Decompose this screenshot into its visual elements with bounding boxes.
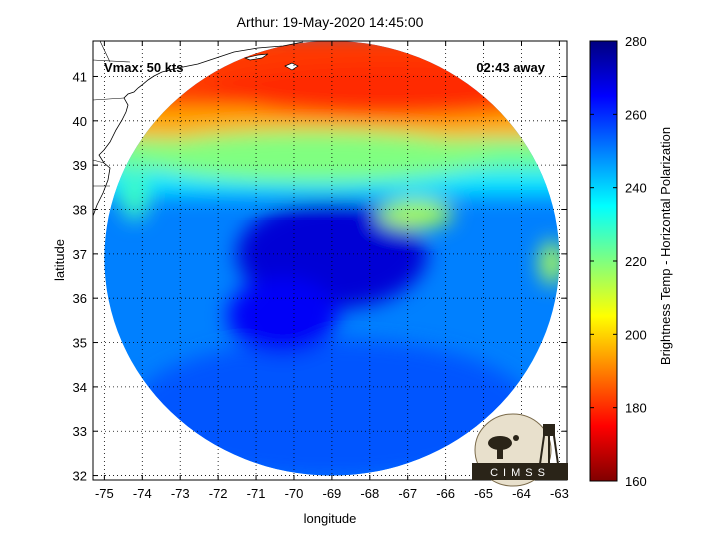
coastline-path <box>93 41 304 217</box>
y-tick-label: 35 <box>73 336 87 351</box>
y-axis-label: latitude <box>52 239 67 281</box>
coastal-patch <box>120 172 149 221</box>
vmax-label: Vmax: 50 kts <box>104 60 184 75</box>
y-tick-label: 32 <box>73 469 87 484</box>
chart-title: Arthur: 19-May-2020 14:45:00 <box>237 14 424 30</box>
water-tower-icon <box>539 424 559 465</box>
y-tick-label: 41 <box>73 69 87 84</box>
x-tick-label: -71 <box>247 486 266 501</box>
x-tick-label: -72 <box>209 486 228 501</box>
cimss-logo: CIMSS <box>472 413 568 487</box>
plot-frame <box>92 40 568 481</box>
island-2 <box>243 53 269 61</box>
colorbar-tick-label: 160 <box>625 474 647 489</box>
swath-layer <box>104 41 560 476</box>
grid-lines <box>93 41 567 480</box>
colorbar-tick-label: 220 <box>625 254 647 269</box>
time-away-label: 02:43 away <box>476 60 545 75</box>
colorbar-tick-label: 240 <box>625 181 647 196</box>
cloud-patch <box>377 199 454 228</box>
x-tick-label: -74 <box>133 486 152 501</box>
y-tick-label: 37 <box>73 247 87 262</box>
x-tick-label: -63 <box>550 486 569 501</box>
colorbar-ticks: 160 180 200 220 240 260 280 <box>590 34 647 489</box>
y-axis: 32 33 34 35 36 37 38 39 40 41 <box>73 69 567 484</box>
x-tick-label: -67 <box>398 486 417 501</box>
brightness-swath <box>104 41 560 476</box>
y-tick-label: 34 <box>73 380 87 395</box>
y-tick-label: 33 <box>73 424 87 439</box>
y-tick-label: 40 <box>73 114 87 129</box>
colorbar-tick-label: 260 <box>625 107 647 122</box>
satellite-dish-icon <box>488 435 519 459</box>
island-1 <box>284 62 299 71</box>
colorbar <box>589 40 618 482</box>
y-tick-label: 36 <box>73 291 87 306</box>
x-axis: -75 -74 -73 -72 -71 -70 -69 -68 -67 -66 -65 -64 -63 <box>95 41 569 501</box>
x-tick-label: -75 <box>95 486 114 501</box>
mid-band <box>132 130 493 183</box>
colorbar-tick-label: 200 <box>625 327 647 342</box>
x-tick-label: -65 <box>474 486 493 501</box>
x-tick-label: -68 <box>360 486 379 501</box>
x-tick-label: -66 <box>436 486 455 501</box>
x-tick-label: -64 <box>512 486 531 501</box>
logo-text: CIMSS <box>490 467 550 479</box>
x-tick-label: -69 <box>322 486 341 501</box>
colorbar-label: Brightness Temp - Horizontal Polarizatio… <box>658 127 673 365</box>
y-tick-label: 38 <box>73 203 87 218</box>
x-axis-label: longitude <box>304 511 357 526</box>
core-southwest <box>227 277 338 354</box>
y-tick-label: 39 <box>73 158 87 173</box>
x-tick-label: -73 <box>171 486 190 501</box>
state-border-1 <box>93 41 131 187</box>
colorbar-tick-label: 180 <box>625 401 647 416</box>
east-patch <box>539 240 560 285</box>
coastline <box>93 41 304 217</box>
colorbar-tick-label: 280 <box>625 34 647 49</box>
x-tick-label: -70 <box>285 486 304 501</box>
